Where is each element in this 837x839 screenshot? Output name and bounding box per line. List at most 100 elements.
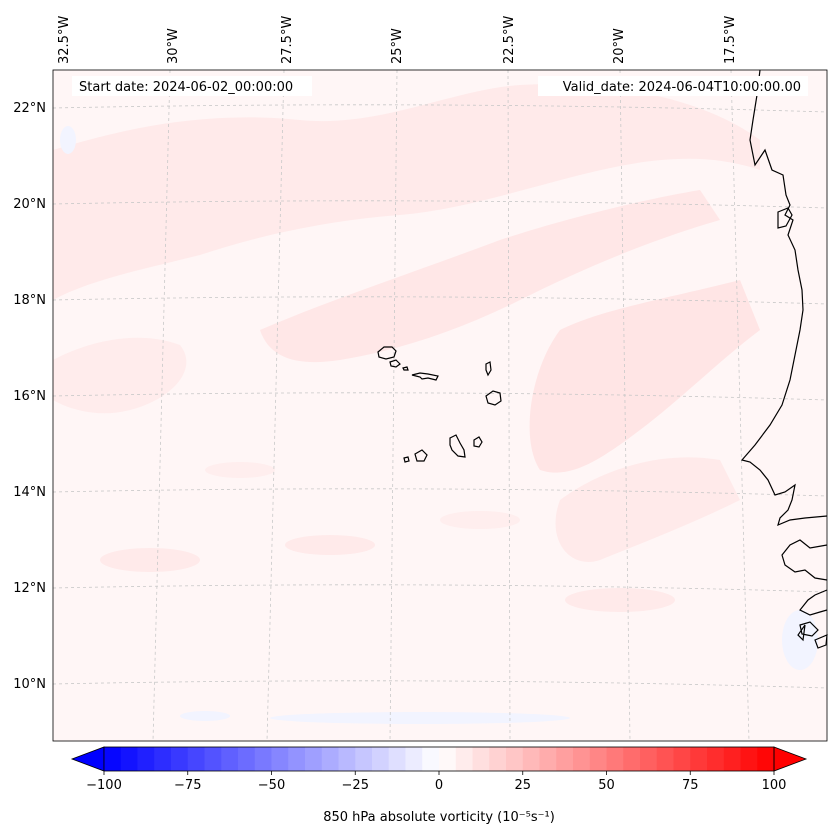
colorbar-tick-label: 100 xyxy=(762,778,787,793)
colorbar-min-extend xyxy=(70,746,105,772)
meridian-17-5w xyxy=(730,69,750,742)
vorticity-band-southeast xyxy=(555,457,740,562)
lat-label-12n: 12°N xyxy=(13,581,46,596)
colorbar-segment xyxy=(254,747,272,771)
colorbar-segment xyxy=(539,747,557,771)
colorbar-segment xyxy=(472,747,490,771)
island-boa-vista xyxy=(485,390,502,406)
vorticity-negative-patch-3 xyxy=(782,610,818,670)
colorbar-segment xyxy=(321,747,339,771)
colorbar-segment xyxy=(656,747,674,771)
island-santiago xyxy=(449,434,466,458)
vorticity-patch-5 xyxy=(440,511,520,529)
parallel-10n xyxy=(52,680,828,689)
vorticity-patch-3 xyxy=(565,588,675,612)
parallel-20n xyxy=(52,200,828,209)
colorbar-segment xyxy=(171,747,189,771)
colorbar-segment xyxy=(422,747,440,771)
lat-label-14n: 14°N xyxy=(13,485,46,500)
coastline-south xyxy=(799,589,828,616)
valid-date-label: Valid_date: 2024-06-04T10:00:00.00 xyxy=(563,80,801,95)
colorbar-segment xyxy=(372,747,390,771)
colorbar-segment xyxy=(204,747,222,771)
lon-label-17-5w: 17.5°W xyxy=(723,16,738,64)
vorticity-band-east xyxy=(529,280,760,473)
colorbar-segment xyxy=(388,747,406,771)
lon-label-30w: 30°W xyxy=(166,28,181,64)
header-start-box xyxy=(72,76,312,96)
colorbar-max-extend xyxy=(773,746,808,772)
colorbar-segment xyxy=(589,747,607,771)
parallel-16n xyxy=(52,392,828,401)
colorbar-segment xyxy=(723,747,741,771)
vorticity-field xyxy=(53,84,818,724)
coastline-bay-1 xyxy=(777,207,793,229)
lat-label-10n: 10°N xyxy=(13,677,46,692)
colorbar-segment xyxy=(120,747,138,771)
colorbar-ticks: −100 −75 −50 −25 0 25 50 75 100 xyxy=(86,771,786,793)
lon-label-32-5w: 32.5°W xyxy=(57,16,72,64)
island-sal xyxy=(485,361,492,377)
lon-label-27-5w: 27.5°W xyxy=(280,16,295,64)
colorbar-tick-label: 50 xyxy=(598,778,615,793)
colorbar-segment xyxy=(288,747,306,771)
colorbar-segment xyxy=(271,747,289,771)
coastline-islands-bijagos xyxy=(797,621,828,649)
island-sao-nicolau xyxy=(411,372,439,381)
colorbar-segment xyxy=(522,747,540,771)
colorbar-tick-label: 25 xyxy=(514,778,531,793)
parallel-22n xyxy=(52,104,828,113)
colorbar-segment xyxy=(355,747,373,771)
colorbar-segment xyxy=(623,747,641,771)
island-maio xyxy=(473,436,483,448)
colorbar-segment xyxy=(405,747,423,771)
colorbar-tick-label: −75 xyxy=(174,778,201,793)
island-fogo xyxy=(414,449,428,462)
vorticity-band-west xyxy=(53,337,187,414)
coastline-mainland xyxy=(740,69,828,527)
parallel-12n xyxy=(52,584,828,593)
parallel-14n xyxy=(52,488,828,497)
start-date-label: Start date: 2024-06-02_00:00:00 xyxy=(79,80,293,95)
lon-label-22-5w: 22.5°W xyxy=(502,16,517,64)
map-frame xyxy=(52,69,828,742)
colorbar-segment xyxy=(455,747,473,771)
island-santo-antao xyxy=(377,346,397,360)
meridian-30w xyxy=(152,69,171,742)
colorbar-tick-label: 75 xyxy=(682,778,699,793)
lat-label-16n: 16°N xyxy=(13,389,46,404)
lon-label-20w: 20°W xyxy=(612,28,627,64)
colorbar-segment xyxy=(606,747,624,771)
vorticity-band-north xyxy=(53,84,760,300)
colorbar-tick-label: −25 xyxy=(342,778,369,793)
colorbar-segment xyxy=(137,747,155,771)
colorbar-segment xyxy=(338,747,356,771)
colorbar-segment xyxy=(673,747,691,771)
colorbar-segment xyxy=(690,747,708,771)
coastline-africa xyxy=(740,69,828,649)
island-brava xyxy=(403,456,410,463)
vorticity-patch-2 xyxy=(285,535,375,555)
colorbar-segment xyxy=(556,747,574,771)
longitude-labels: 32.5°W 30°W 27.5°W 25°W 22.5°W 20°W 17.5… xyxy=(57,16,738,64)
colorbar-segment xyxy=(740,747,758,771)
colorbar-segment xyxy=(238,747,256,771)
lat-label-18n: 18°N xyxy=(13,293,46,308)
meridian-20w xyxy=(619,69,631,742)
colorbar-segment xyxy=(305,747,323,771)
lat-label-20n: 20°N xyxy=(13,197,46,212)
coastline-gulf xyxy=(781,539,828,581)
vorticity-patch-1 xyxy=(100,548,200,572)
colorbar-segment xyxy=(757,747,775,771)
gridlines xyxy=(52,69,828,742)
colorbar-segment xyxy=(489,747,507,771)
colorbar-segment xyxy=(187,747,205,771)
colorbar-segment xyxy=(707,747,725,771)
colorbar-tick-label: −100 xyxy=(86,778,122,793)
colorbar-segment xyxy=(104,747,122,771)
colorbar-label: 850 hPa absolute vorticity (10⁻⁵s⁻¹) xyxy=(323,810,555,825)
island-sao-vicente xyxy=(389,359,401,368)
colorbar: −100 −75 −50 −25 0 25 50 75 100 850 hPa absolute… xyxy=(70,746,808,825)
parallel-18n xyxy=(52,296,828,305)
